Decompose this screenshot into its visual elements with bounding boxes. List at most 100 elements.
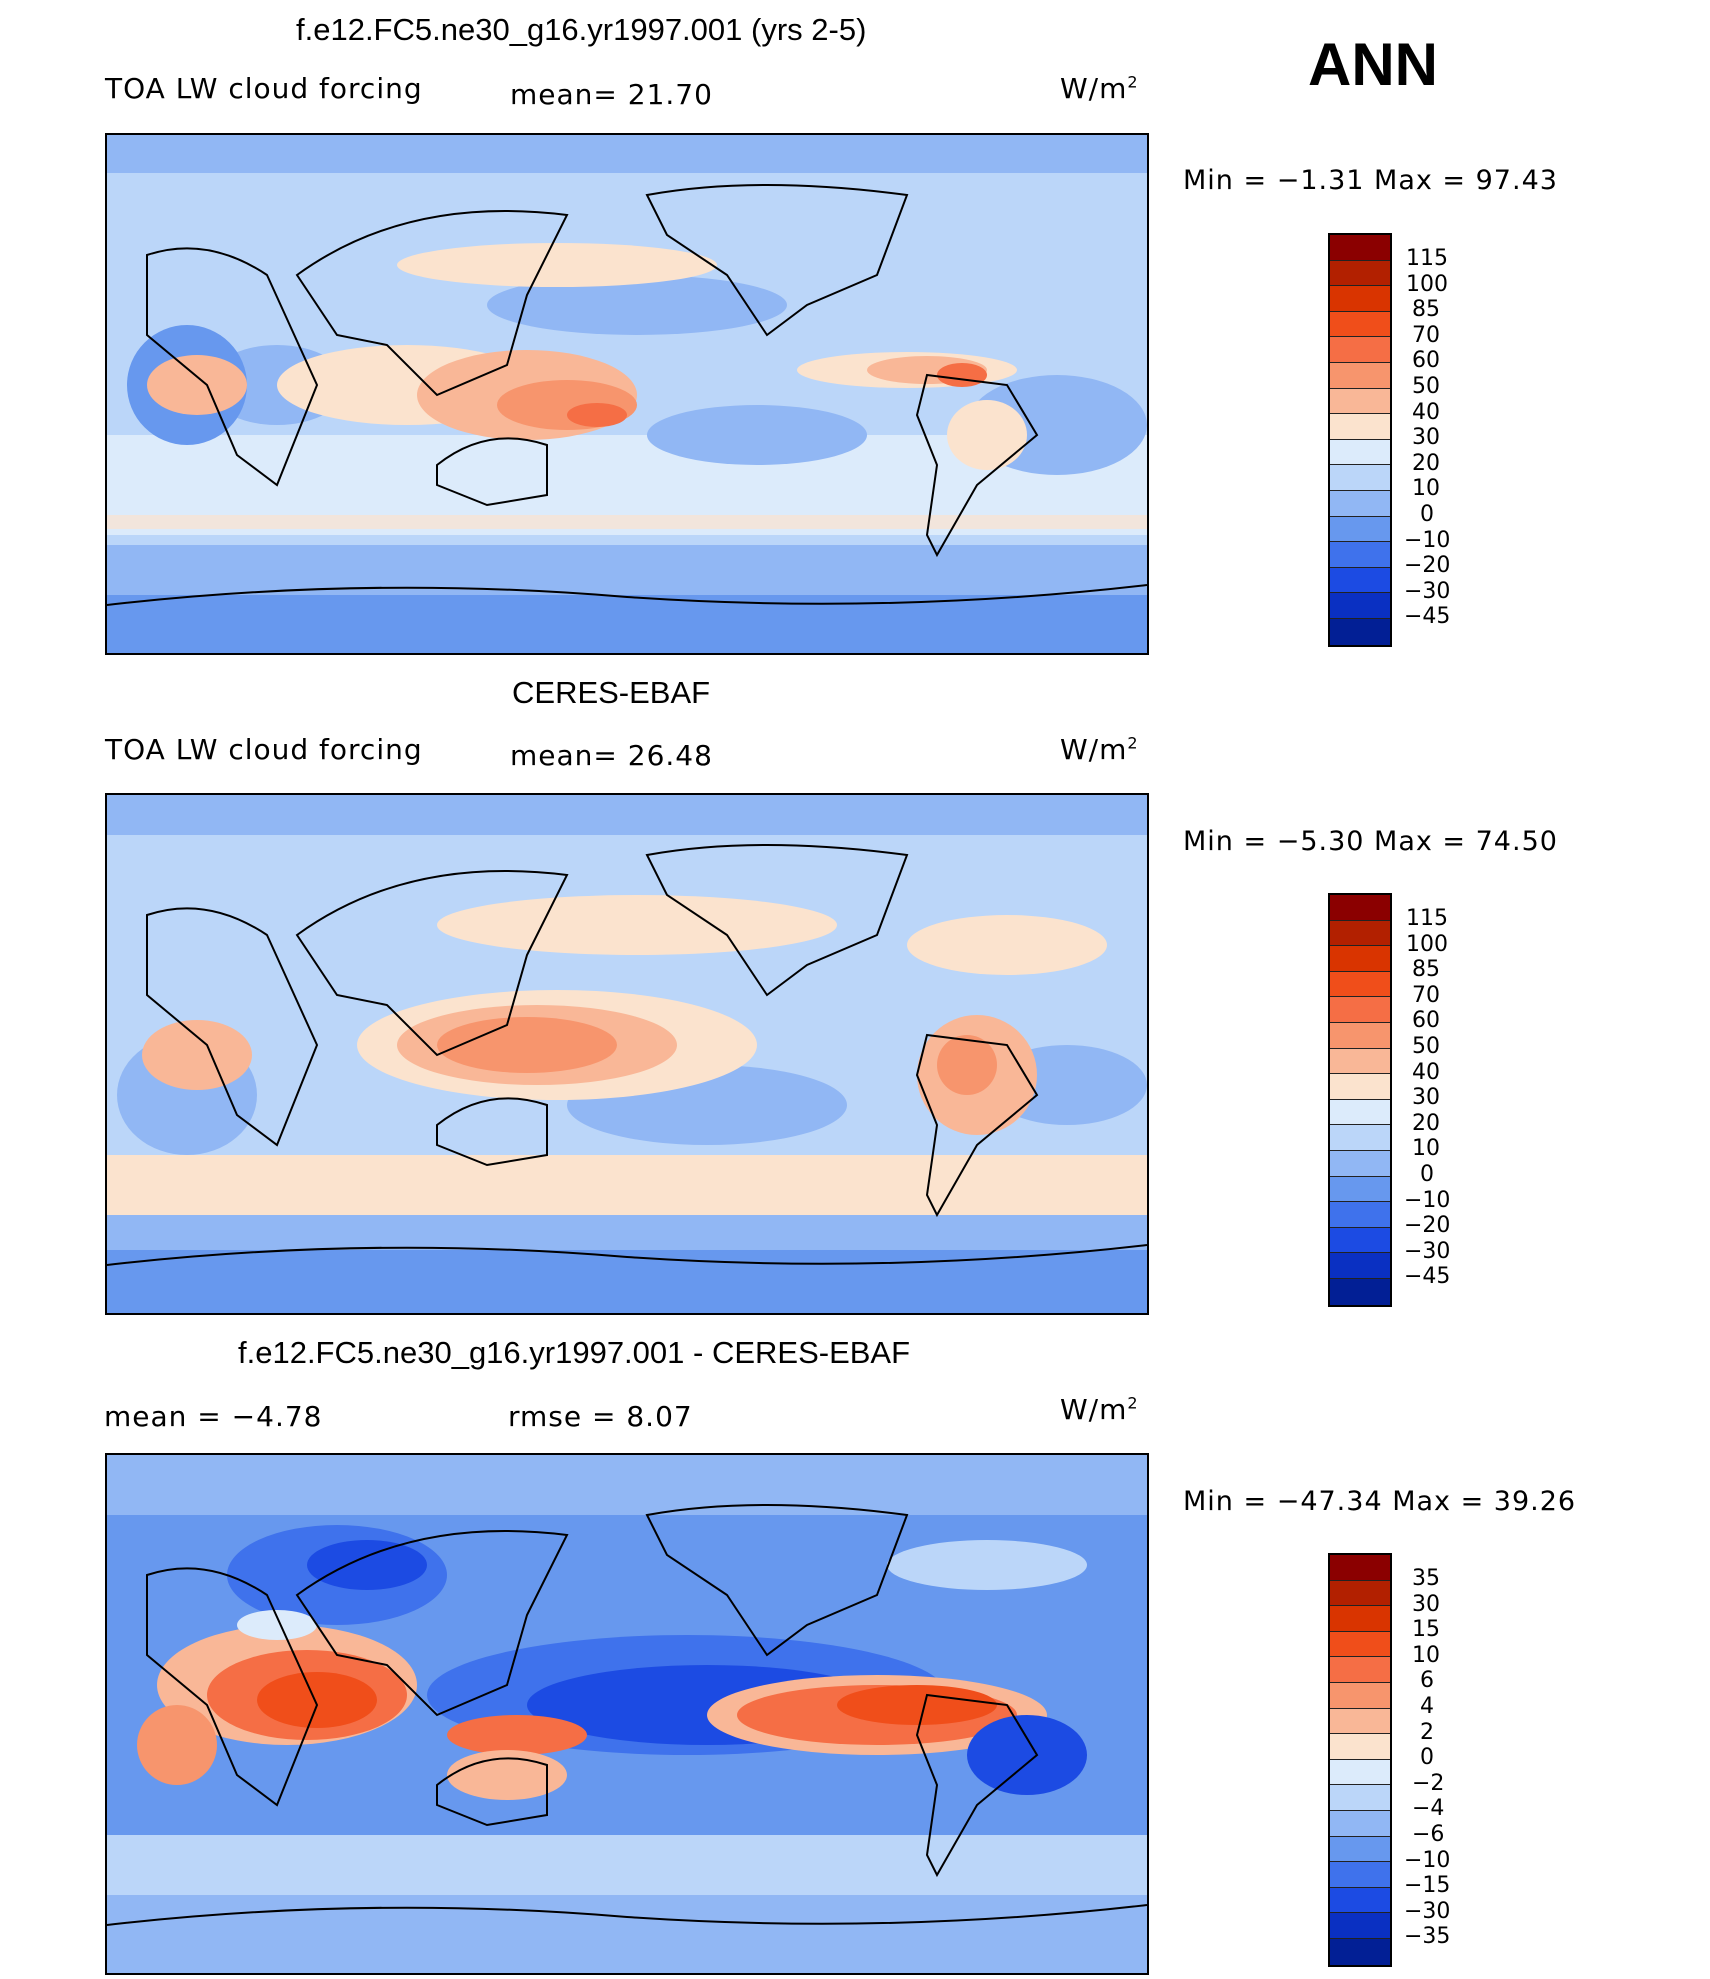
colorbar-tick-label: 85 (1412, 297, 1440, 322)
colorbar-tick-label: −2 (1412, 1771, 1445, 1796)
colorbar-swatch (1330, 618, 1390, 645)
units-label: W/m2 (1060, 1393, 1139, 1426)
colorbar-tick-label: 40 (1412, 400, 1440, 425)
colorbar-tick-label: −15 (1404, 1873, 1451, 1898)
colorbar-tick-label: 70 (1412, 323, 1440, 348)
colorbar-swatch (1330, 1682, 1390, 1709)
colorbar-tick-label: 20 (1412, 1111, 1440, 1136)
colorbar-swatch (1330, 388, 1390, 415)
colorbar-tick-label: 20 (1412, 451, 1440, 476)
panel-title: f.e12.FC5.ne30_g16.yr1997.001 (yrs 2-5) (296, 12, 867, 47)
colorbar-swatch (1330, 920, 1390, 947)
colorbar-swatch (1330, 260, 1390, 287)
minmax-label: Min = −5.30 Max = 74.50 (1183, 826, 1558, 857)
colorbar-swatch (1330, 1785, 1390, 1811)
mean-label: mean= 21.70 (510, 78, 713, 111)
variable-label: TOA LW cloud forcing (105, 72, 423, 105)
colorbar-swatch (1330, 1227, 1390, 1254)
colorbar-tick-label: 30 (1412, 425, 1440, 450)
colorbar-tick-label: 100 (1406, 272, 1448, 297)
variable-label: TOA LW cloud forcing (105, 733, 423, 766)
colorbar-swatch (1330, 1810, 1390, 1837)
colorbar-tick-label: −45 (1404, 1264, 1451, 1289)
colorbar-swatch (1330, 593, 1390, 619)
colorbar-tick-label: −6 (1412, 1822, 1445, 1847)
colorbar-tick-label: 2 (1420, 1720, 1434, 1745)
colorbar-swatch (1330, 1176, 1390, 1203)
colorbar-swatch (1330, 895, 1390, 921)
colorbar-swatch (1330, 542, 1390, 568)
units-label: W/m2 (1060, 733, 1139, 766)
colorbar-tick-label: 6 (1420, 1668, 1434, 1693)
colorbar-tick-label: 50 (1412, 374, 1440, 399)
colorbar-tick-label: −45 (1404, 604, 1451, 629)
colorbar-swatch (1330, 1887, 1390, 1914)
minmax-label: Min = −1.31 Max = 97.43 (1183, 165, 1558, 196)
colorbar-tick-label: 0 (1420, 502, 1434, 527)
colorbar-swatch (1330, 311, 1390, 338)
colorbar-tick-label: 30 (1412, 1085, 1440, 1110)
colorbar-tick-label: 10 (1412, 476, 1440, 501)
mean-label: mean= 26.48 (510, 739, 713, 772)
colorbar-difference (1328, 1553, 1392, 1967)
colorbar-swatch (1330, 1278, 1390, 1305)
colorbar-swatch (1330, 337, 1390, 363)
colorbar-swatch (1330, 946, 1390, 972)
colorbar-swatch (1330, 1913, 1390, 1939)
colorbar-tick-label: −30 (1404, 1239, 1451, 1264)
map-model (105, 133, 1149, 655)
colorbar-swatch (1330, 997, 1390, 1023)
panel-title: CERES-EBAF (512, 675, 711, 710)
colorbar-swatch (1330, 1555, 1390, 1581)
minmax-label: Min = −47.34 Max = 39.26 (1183, 1486, 1577, 1517)
map-difference (105, 1453, 1149, 1975)
map-model-field (107, 135, 1147, 653)
season-label: ANN (1308, 31, 1438, 98)
colorbar-swatch (1330, 1099, 1390, 1126)
colorbar-tick-label: −20 (1404, 553, 1451, 578)
map-obs (105, 793, 1149, 1315)
colorbar-swatch (1330, 1708, 1390, 1735)
colorbar-tick-label: 4 (1420, 1694, 1434, 1719)
colorbar-swatch (1330, 971, 1390, 998)
rmse-label: rmse = 8.07 (508, 1400, 693, 1433)
units-label: W/m2 (1060, 72, 1139, 105)
colorbar-tick-label: 85 (1412, 957, 1440, 982)
colorbar-tick-label: −30 (1404, 579, 1451, 604)
colorbar-swatch (1330, 1631, 1390, 1658)
colorbar-tick-label: 100 (1406, 932, 1448, 957)
colorbar-tick-label: −30 (1404, 1899, 1451, 1924)
mean-label: mean = −4.78 (104, 1400, 323, 1433)
colorbar-swatch (1330, 1606, 1390, 1632)
colorbar-swatch (1330, 1022, 1390, 1049)
colorbar-swatch (1330, 286, 1390, 312)
colorbar-swatch (1330, 1125, 1390, 1151)
colorbar-tick-label: 70 (1412, 983, 1440, 1008)
colorbar-tick-label: 115 (1406, 906, 1448, 931)
map-obs-field (107, 795, 1147, 1313)
colorbar-tick-label: 60 (1412, 1008, 1440, 1033)
colorbar-swatch (1330, 235, 1390, 261)
colorbar-swatch (1330, 465, 1390, 491)
colorbar-swatch (1330, 1759, 1390, 1786)
colorbar-tick-label: 0 (1420, 1745, 1434, 1770)
colorbar-tick-label: −10 (1404, 528, 1451, 553)
colorbar-swatch (1330, 1580, 1390, 1607)
colorbar-tick-label: 10 (1412, 1136, 1440, 1161)
colorbar-swatch (1330, 1657, 1390, 1683)
colorbar-swatch (1330, 1836, 1390, 1863)
colorbar-obs (1328, 893, 1392, 1307)
colorbar-tick-label: −10 (1404, 1848, 1451, 1873)
colorbar-swatch (1330, 567, 1390, 594)
colorbar-swatch (1330, 362, 1390, 389)
colorbar-tick-label: 50 (1412, 1034, 1440, 1059)
colorbar-tick-label: 60 (1412, 348, 1440, 373)
colorbar-swatch (1330, 1734, 1390, 1760)
colorbar-tick-label: 115 (1406, 246, 1448, 271)
colorbar-swatch (1330, 1938, 1390, 1965)
map-difference-field (107, 1455, 1147, 1973)
colorbar-swatch (1330, 516, 1390, 543)
colorbar-swatch (1330, 414, 1390, 440)
colorbar-tick-label: −35 (1404, 1924, 1451, 1949)
colorbar-swatch (1330, 490, 1390, 517)
